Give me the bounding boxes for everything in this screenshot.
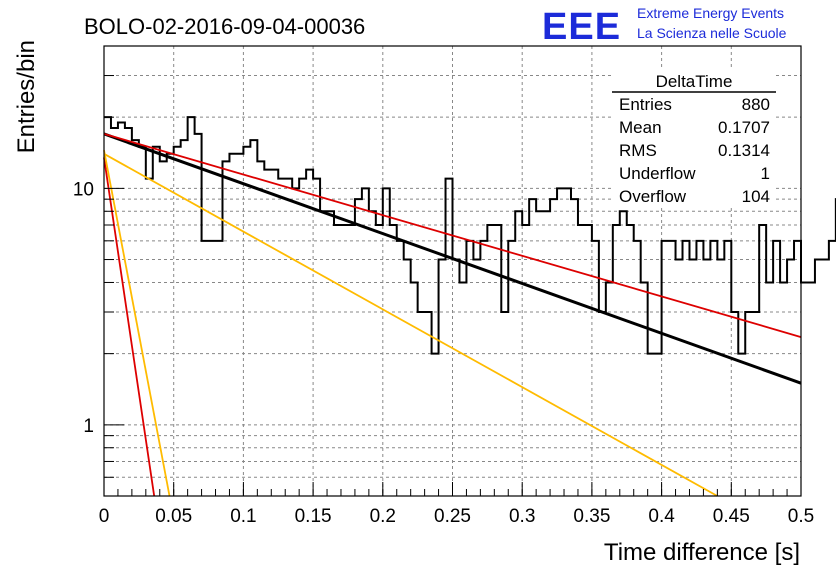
- stats-value-underflow: 1: [761, 164, 770, 183]
- x-tick-label: 0.25: [434, 506, 471, 527]
- stats-value-overflow: 104: [742, 187, 770, 206]
- stats-label-rms: RMS: [619, 141, 657, 160]
- x-tick-label: 0.3: [509, 506, 535, 527]
- y-axis-label: Entries/bin: [13, 40, 40, 153]
- x-axis-label: Time difference [s]: [604, 539, 800, 566]
- eee-logo-mark: EEE: [542, 6, 621, 48]
- histogram-outline: [104, 116, 836, 355]
- histogram-bars: [104, 116, 836, 355]
- x-tick-label: 0.15: [295, 506, 332, 527]
- eee-logo-line2: La Scienza nelle Scuole: [637, 25, 787, 41]
- fit-lines: [103, 132, 802, 497]
- stats-value-entries: 880: [742, 95, 770, 114]
- fit-line-0: [103, 132, 802, 385]
- axis-ticks: [103, 45, 802, 497]
- x-tick-label: 0.4: [648, 506, 675, 527]
- fit-line-1: [103, 133, 802, 338]
- x-tick-label: 0.1: [230, 506, 256, 527]
- x-tick-label: 0.35: [573, 506, 610, 527]
- x-tick-label: 0.45: [713, 506, 750, 527]
- x-tick-label: 0.05: [155, 506, 192, 527]
- stats-box: DeltaTime Entries 880 Mean 0.1707 RMS 0.…: [612, 68, 776, 208]
- stats-title: DeltaTime: [656, 72, 733, 91]
- fit-line-4: [103, 150, 171, 497]
- x-tick-label: 0.5: [788, 506, 814, 527]
- stats-label-mean: Mean: [619, 118, 662, 137]
- y-tick-label: 10: [73, 179, 94, 200]
- chart-title: BOLO-02-2016-09-04-00036: [84, 14, 365, 39]
- stats-value-rms: 0.1314: [718, 141, 770, 160]
- stats-value-mean: 0.1707: [718, 118, 770, 137]
- x-tick-label: 0: [99, 506, 110, 527]
- stats-label-entries: Entries: [619, 95, 672, 114]
- stats-label-underflow: Underflow: [619, 164, 696, 183]
- stats-label-overflow: Overflow: [619, 187, 687, 206]
- eee-logo-line1: Extreme Energy Events: [637, 5, 784, 21]
- fit-line-3: [103, 157, 156, 497]
- y-tick-label: 1: [83, 416, 94, 437]
- tick-labels: 0 0.05 0.1 0.15 0.2 0.25 0.3 0.35 0.4 0.45 0.5 1 10: [73, 179, 814, 527]
- x-tick-label: 0.2: [370, 506, 396, 527]
- fit-line-2: [103, 153, 718, 497]
